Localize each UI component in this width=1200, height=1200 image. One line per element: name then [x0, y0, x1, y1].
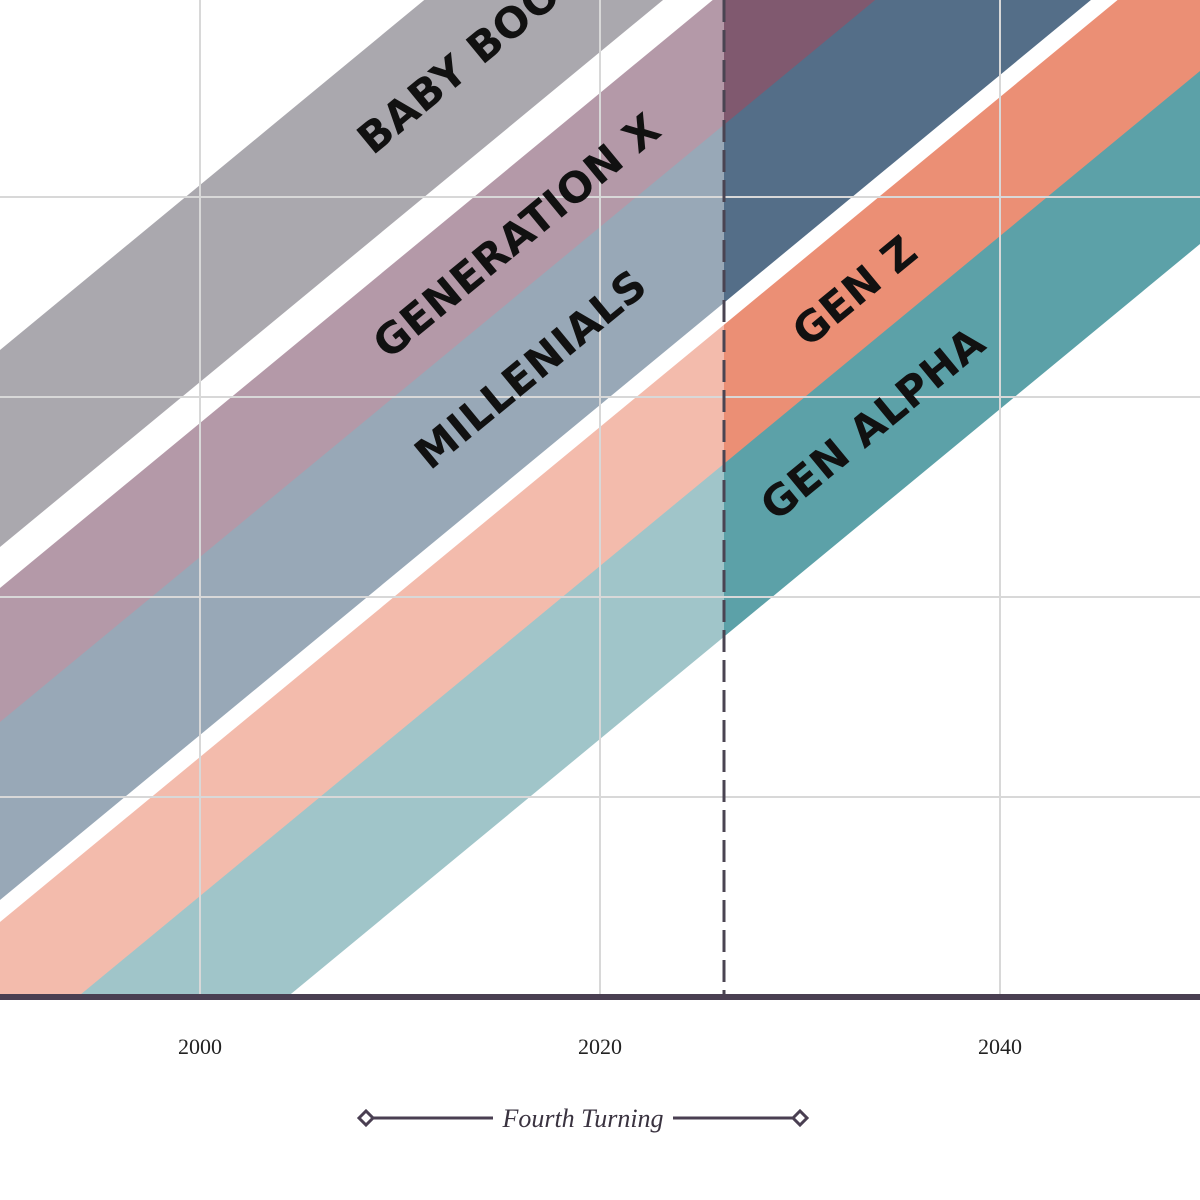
x-tick-label-2020: 2020	[578, 1034, 622, 1059]
band-millenials-past	[0, 124, 724, 900]
band-generation-x-past	[0, 0, 724, 744]
band-gen-z-future	[724, 0, 1200, 481]
x-axis: 2000 2020 2040	[0, 994, 1200, 1059]
grid-layer	[0, 0, 1200, 997]
turning-end-marker	[790, 1108, 810, 1128]
band-millenials-future	[724, 0, 1091, 303]
fourth-turning-annotation: Fourth Turning	[356, 1104, 810, 1133]
band-gen-z-past	[0, 324, 724, 997]
fourth-turning-label: Fourth Turning	[501, 1104, 663, 1133]
x-tick-label-2040: 2040	[978, 1034, 1022, 1059]
band-gen-alpha-future	[724, 71, 1200, 637]
band-baby-boomers-past	[0, 0, 664, 547]
turning-start-marker	[356, 1108, 376, 1128]
x-tick-label-2000: 2000	[178, 1034, 222, 1059]
